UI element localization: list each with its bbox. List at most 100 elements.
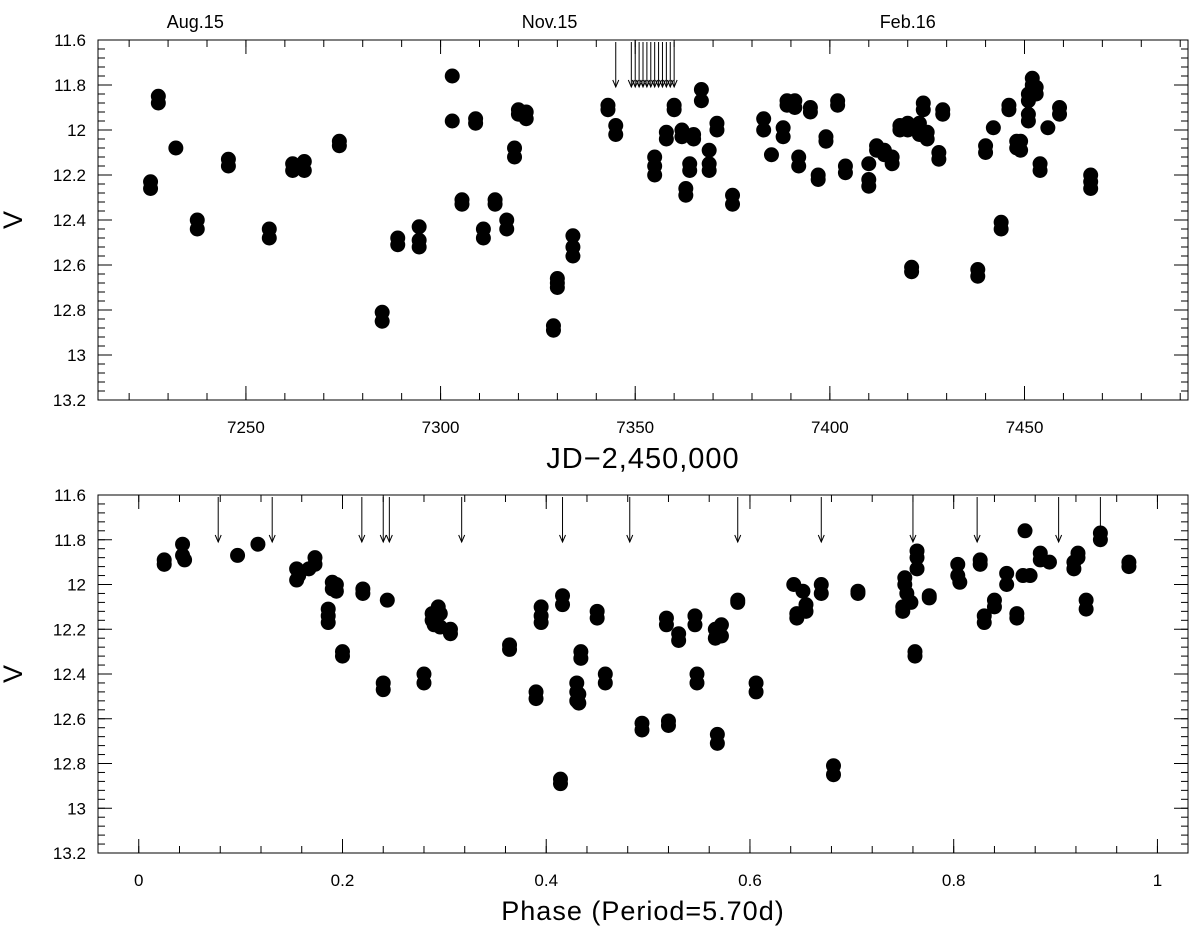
phase-y-tick-label: 12.4 xyxy=(53,665,86,684)
jd-data-point xyxy=(600,102,616,118)
phase-arrow-head xyxy=(973,534,981,544)
phase-data-point xyxy=(976,615,992,631)
phase-data-point xyxy=(597,675,613,691)
jd-data-point xyxy=(701,142,717,158)
jd-data-point xyxy=(791,158,807,174)
phase-data-point xyxy=(442,626,458,642)
phase-x-tick-label: 0.4 xyxy=(534,871,558,890)
jd-data-point xyxy=(285,163,301,178)
phase-x-axis-label: Phase (Period=5.70d) xyxy=(501,896,784,926)
phase-data-point xyxy=(379,592,395,608)
jd-data-point xyxy=(468,115,484,131)
jd-data-point xyxy=(545,322,561,338)
phase-arrow-head xyxy=(379,534,387,544)
phase-data-point xyxy=(730,594,746,610)
phase-data-point xyxy=(307,556,323,572)
phase-arrow-head xyxy=(817,534,825,544)
phase-arrow-head xyxy=(358,534,366,544)
phase-data-point xyxy=(589,610,605,626)
phase-data-point xyxy=(1041,554,1057,570)
phase-x-tick-label: 0.6 xyxy=(738,871,762,890)
jd-data-point xyxy=(1013,142,1029,158)
jd-data-point xyxy=(1020,113,1036,129)
phase-data-point xyxy=(573,650,589,666)
jd-y-tick-label: 12.2 xyxy=(53,166,86,185)
phase-y-tick-label: 11.8 xyxy=(54,531,86,550)
phase-arrow-head xyxy=(1055,534,1063,544)
phase-data-point xyxy=(555,597,571,613)
jd-x-tick-label: 7250 xyxy=(227,418,265,437)
phase-data-point xyxy=(1017,523,1033,539)
jd-data-point xyxy=(168,140,184,156)
jd-data-point xyxy=(261,230,277,246)
jd-y-tick-label: 13.2 xyxy=(53,391,86,410)
phase-data-point xyxy=(986,599,1002,615)
jd-y-tick-label: 11.8 xyxy=(54,76,86,95)
phase-data-point xyxy=(660,717,676,733)
jd-data-point xyxy=(666,102,682,118)
jd-data-point xyxy=(970,268,986,284)
phase-data-point xyxy=(713,617,729,633)
jd-data-point xyxy=(331,138,347,154)
phase-x-tick-label: 0 xyxy=(134,871,143,890)
phase-data-point xyxy=(320,615,336,631)
jd-data-point xyxy=(756,122,772,138)
jd-data-point xyxy=(884,156,900,172)
phase-data-point xyxy=(552,776,568,792)
jd-data-point xyxy=(993,221,1009,237)
month-label: Aug.15 xyxy=(167,12,224,32)
jd-data-point xyxy=(487,196,503,212)
phase-data-point xyxy=(1078,601,1094,617)
jd-data-point xyxy=(518,111,534,127)
jd-data-point xyxy=(444,68,460,84)
jd-data-point xyxy=(802,104,818,120)
phase-data-point xyxy=(1022,568,1038,584)
jd-y-tick-label: 12.4 xyxy=(53,211,86,230)
phase-data-point xyxy=(533,615,549,631)
jd-data-point xyxy=(1040,120,1056,136)
phase-data-point xyxy=(909,550,925,566)
phase-data-point xyxy=(1121,559,1137,575)
phase-x-tick-label: 0.8 xyxy=(942,871,966,890)
phase-arrow-head xyxy=(734,534,742,544)
phase-data-point xyxy=(1070,550,1086,566)
jd-x-tick-label: 7300 xyxy=(422,418,460,437)
jd-y-tick-label: 13 xyxy=(67,346,86,365)
jd-data-point xyxy=(935,106,951,122)
jd-data-point xyxy=(787,100,803,115)
phase-arrow-head xyxy=(559,534,566,544)
jd-data-point xyxy=(507,149,523,165)
jd-data-point xyxy=(985,120,1001,136)
phase-data-point xyxy=(999,565,1015,581)
phase-data-point xyxy=(502,641,518,657)
jd-data-point xyxy=(444,113,460,129)
jd-data-point xyxy=(1032,163,1048,178)
phase-data-point xyxy=(952,574,968,590)
jd-data-point xyxy=(454,196,470,212)
phase-data-point xyxy=(850,585,866,601)
jd-y-axis-label: V xyxy=(0,211,28,229)
jd-data-point xyxy=(693,93,709,109)
phase-data-point xyxy=(658,617,674,633)
phase-data-point xyxy=(355,585,371,601)
phase-arrow-head xyxy=(268,534,276,544)
jd-data-point xyxy=(390,237,406,253)
jd-data-point xyxy=(411,232,427,248)
month-label: Feb.16 xyxy=(880,12,936,32)
phase-x-tick-label: 1 xyxy=(1153,871,1162,890)
phase-data-point xyxy=(416,675,432,691)
jd-y-tick-label: 12.6 xyxy=(53,256,86,275)
jd-data-point xyxy=(499,221,515,237)
jd-data-point xyxy=(411,219,427,235)
phase-data-point xyxy=(999,577,1015,592)
phase-data-point xyxy=(813,585,829,601)
jd-data-point xyxy=(549,275,565,291)
jd-data-point xyxy=(701,163,717,178)
jd-data-point xyxy=(189,221,205,237)
jd-x-axis-label: JD−2,450,000 xyxy=(546,443,739,475)
jd-arrow-head xyxy=(670,79,678,89)
jd-arrow-head xyxy=(612,79,620,89)
phase-data-point xyxy=(571,695,587,711)
phase-y-tick-label: 12 xyxy=(67,576,86,595)
jd-data-point xyxy=(919,131,935,147)
